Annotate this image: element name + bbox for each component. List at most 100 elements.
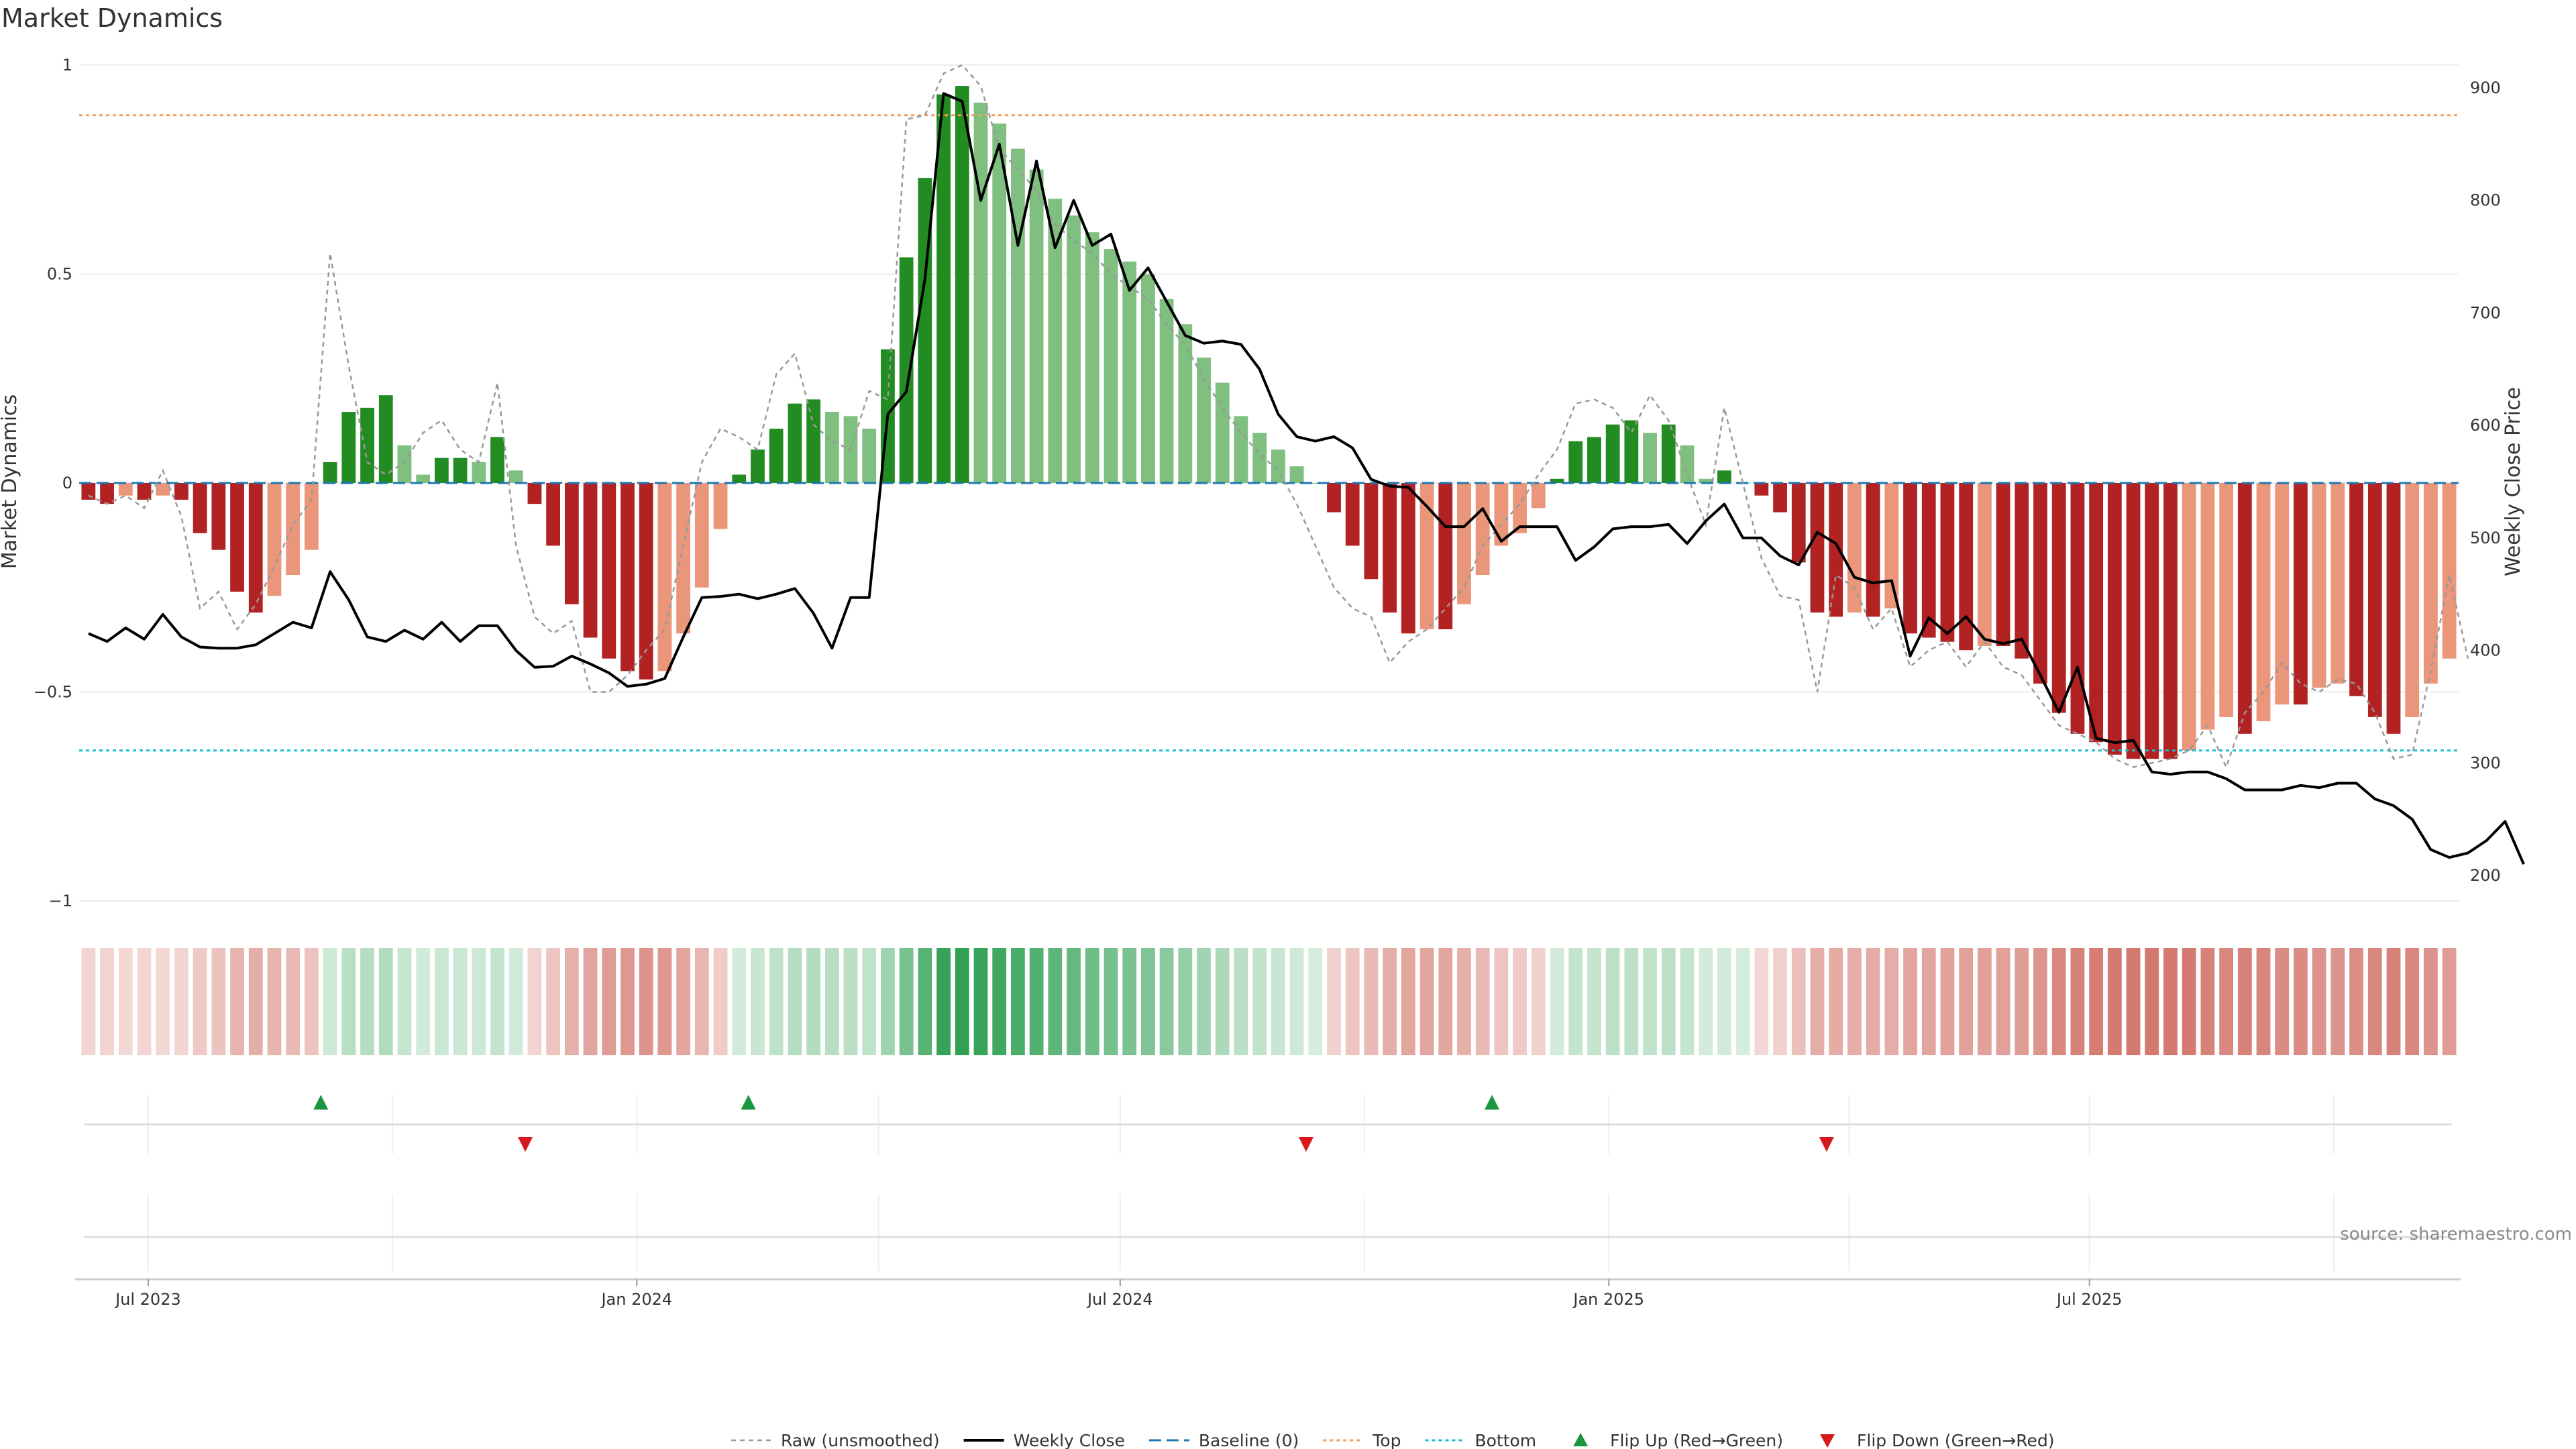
state-strip-cell	[230, 948, 244, 1055]
legend: Raw (unsmoothed) Weekly Close Baseline (0)…	[731, 1431, 2055, 1449]
state-strip-cell	[1866, 948, 1880, 1055]
dynamics-bar	[267, 483, 282, 596]
dynamics-bar	[2367, 483, 2382, 717]
dynamics-bar	[490, 437, 504, 483]
state-strip-cell	[862, 948, 877, 1055]
flip-markers-panel	[84, 1095, 2452, 1154]
state-strip-cell	[1327, 948, 1341, 1055]
state-strip-cell	[2015, 948, 2029, 1055]
dynamics-bar	[1271, 449, 1285, 483]
dynamics-bar	[546, 483, 561, 546]
dynamics-bar	[806, 399, 820, 483]
legend-label: Flip Down (Green→Red)	[1857, 1431, 2055, 1449]
dynamics-bar	[2089, 483, 2104, 743]
state-strip-cell	[751, 948, 765, 1055]
state-strip-cell	[881, 948, 895, 1055]
state-strip-cell	[472, 948, 486, 1055]
dynamics-bar	[453, 458, 468, 483]
state-strip-cell	[1215, 948, 1230, 1055]
dynamics-bars	[81, 86, 2457, 759]
state-strip-cell	[602, 948, 616, 1055]
dynamics-bar	[694, 483, 709, 588]
state-strip-cell	[2330, 948, 2345, 1055]
dynamics-bar	[676, 483, 690, 634]
state-strip-cell	[1364, 948, 1379, 1055]
dynamics-bar	[1940, 483, 1955, 642]
dynamics-bar	[323, 462, 337, 483]
dynamics-bar	[434, 458, 449, 483]
dynamics-bar	[2200, 483, 2215, 730]
state-strip-cell	[211, 948, 226, 1055]
state-strip-cell	[81, 948, 96, 1055]
state-strip-cell	[2145, 948, 2159, 1055]
state-strip-cell	[1940, 948, 1955, 1055]
state-strip-cell	[1717, 948, 1731, 1055]
dynamics-bar	[1475, 483, 1490, 576]
dynamics-bar	[1977, 483, 1992, 646]
state-strip-cell	[843, 948, 858, 1055]
dynamics-bar	[1011, 148, 1025, 483]
state-strip-cell	[2200, 948, 2215, 1055]
dynamics-bar	[1605, 424, 1620, 483]
dynamics-bar	[1122, 261, 1137, 483]
weekly-close-line	[88, 92, 2525, 865]
state-strip-cell	[1475, 948, 1490, 1055]
state-strip-cell	[2089, 948, 2104, 1055]
state-strip-cell	[1959, 948, 1974, 1055]
state-strip-cell	[2312, 948, 2326, 1055]
state-strip-cell	[1550, 948, 1564, 1055]
x-tick-label: Jul 2023	[114, 1290, 181, 1309]
dynamics-bar	[1959, 483, 1974, 651]
state-strip-cell	[639, 948, 653, 1055]
dynamics-bar	[657, 483, 672, 672]
dynamics-bar	[2349, 483, 2363, 696]
dynamics-bar	[1866, 483, 1880, 617]
dynamics-bar	[1234, 416, 1248, 483]
state-strip-cell	[676, 948, 690, 1055]
state-strip-cell	[1178, 948, 1193, 1055]
dynamics-bar	[81, 483, 96, 500]
dynamics-bar	[472, 462, 486, 483]
dynamics-bar	[2051, 483, 2066, 713]
right-tick-label: 600	[2470, 416, 2501, 435]
dynamics-bar	[1438, 483, 1453, 630]
dynamics-bar	[118, 483, 133, 496]
legend-swatch-flip-up	[1573, 1433, 1589, 1446]
dynamics-bar	[2312, 483, 2326, 688]
left-tick-label: 0.5	[47, 265, 72, 284]
right-tick-label: 500	[2470, 529, 2501, 547]
dynamics-bar	[137, 483, 152, 500]
state-strip-cell	[583, 948, 598, 1055]
state-strip-cell	[2386, 948, 2401, 1055]
state-strip-cell	[2424, 948, 2438, 1055]
dynamics-bar	[2330, 483, 2345, 684]
dynamics-bar	[1048, 199, 1063, 483]
dynamics-bar	[1754, 483, 1769, 496]
state-strip-cell	[2182, 948, 2196, 1055]
dynamics-bar	[2237, 483, 2252, 734]
state-strip-cell	[304, 948, 319, 1055]
state-strip-cell	[1067, 948, 1081, 1055]
dynamics-bar	[1699, 478, 1713, 483]
dynamics-bar	[2386, 483, 2401, 734]
dynamics-bar	[1847, 483, 1862, 613]
state-strip-cell	[286, 948, 301, 1055]
dynamics-bar	[2294, 483, 2308, 705]
state-strip-cell	[1977, 948, 1992, 1055]
state-strip-cell	[824, 948, 839, 1055]
dynamics-bar	[1345, 483, 1360, 546]
state-strip-cell	[1568, 948, 1583, 1055]
state-strip-cell	[546, 948, 561, 1055]
legend-label: Raw (unsmoothed)	[781, 1431, 940, 1449]
dynamics-bar	[621, 483, 635, 672]
dynamics-bar	[1029, 169, 1044, 483]
state-strip-cell	[1847, 948, 1862, 1055]
state-strip-cell	[453, 948, 468, 1055]
right-axis-ticks: 200 300 400 500 600 700 800 900	[2470, 78, 2501, 885]
empty-panel	[84, 1194, 2452, 1271]
state-strip-cell	[1791, 948, 1806, 1055]
dynamics-bar	[2070, 483, 2085, 734]
state-strip-cell	[1383, 948, 1397, 1055]
